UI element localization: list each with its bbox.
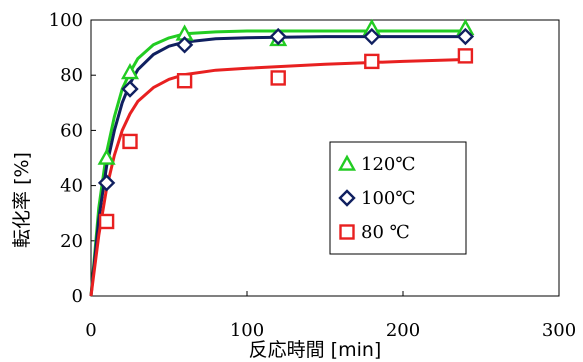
- data-point-series-2: [363, 27, 381, 46]
- legend-label-series-3: 80 ℃: [361, 222, 410, 243]
- legend-marker-series-3: [339, 224, 355, 240]
- data-point-series-3: [98, 213, 115, 230]
- x-tick-label: 300: [542, 320, 576, 341]
- plot-area: [90, 19, 560, 297]
- y-tick-label: 20: [60, 231, 83, 252]
- y-tick-label: 40: [60, 176, 83, 197]
- data-point-series-3: [457, 48, 474, 64]
- legend-label-series-2: 100℃: [361, 188, 416, 209]
- data-point-series-3: [364, 53, 380, 70]
- data-point-series-2: [269, 27, 287, 46]
- axis-ticks: 0 20 40 60 80 100 0 100 200 300: [49, 10, 577, 341]
- x-tick-label: 0: [85, 320, 96, 341]
- data-point-series-3: [270, 70, 286, 86]
- fit-curve-series-1: [89, 29, 466, 297]
- y-tick-label: 0: [72, 286, 83, 307]
- x-axis-title: 反応時間 [min]: [249, 339, 382, 361]
- legend-label-series-1: 120℃: [361, 154, 416, 175]
- data-point-series-2: [175, 36, 194, 54]
- legend-marker-series-2: [338, 189, 356, 207]
- data-point-series-1: [97, 148, 116, 165]
- y-tick-label: 80: [60, 65, 83, 86]
- y-tick-label: 60: [60, 120, 83, 141]
- x-tick-label: 200: [386, 320, 420, 341]
- y-axis-title: 転化率 [%]: [11, 152, 33, 248]
- y-tick-label: 100: [49, 10, 83, 31]
- data-markers: [97, 18, 475, 230]
- legend-marker-series-1: [337, 154, 357, 171]
- data-point-series-1: [120, 62, 140, 80]
- plot-border: [90, 19, 560, 297]
- data-point-series-2: [456, 27, 475, 46]
- data-point-series-2: [121, 80, 139, 98]
- data-point-series-2: [97, 174, 116, 192]
- legend: 120℃ 100℃ 80 ℃: [329, 141, 467, 255]
- data-point-series-3: [176, 73, 193, 89]
- x-tick-label: 100: [230, 320, 264, 341]
- data-point-series-3: [122, 133, 138, 150]
